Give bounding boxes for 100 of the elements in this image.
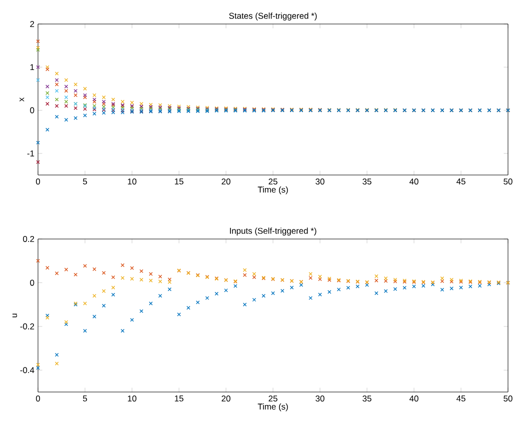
point bbox=[252, 298, 256, 302]
point bbox=[92, 267, 96, 272]
x-tick-label: 0 bbox=[36, 396, 40, 402]
point bbox=[36, 65, 40, 70]
x-tick-label: 15 bbox=[174, 178, 184, 184]
point bbox=[102, 289, 106, 293]
point bbox=[120, 263, 124, 268]
x-tick-label: 40 bbox=[409, 178, 418, 185]
point bbox=[177, 312, 181, 316]
point bbox=[92, 294, 96, 298]
x-tick-label: 25 bbox=[268, 178, 278, 185]
point bbox=[252, 275, 256, 280]
y-tick-label: 0 bbox=[30, 280, 34, 286]
x-tick-label: 45 bbox=[456, 178, 466, 184]
point bbox=[384, 276, 388, 280]
point bbox=[205, 296, 210, 300]
point bbox=[102, 110, 106, 115]
point bbox=[262, 294, 266, 298]
chart-title: States (Self-triggered *) bbox=[229, 12, 317, 20]
point bbox=[140, 278, 144, 282]
x-tick-label: 0 bbox=[36, 178, 40, 185]
point bbox=[36, 140, 40, 145]
point bbox=[374, 291, 378, 296]
point bbox=[64, 84, 68, 88]
point bbox=[422, 284, 426, 288]
y-axis-title: x bbox=[20, 97, 24, 102]
point bbox=[299, 283, 304, 287]
point bbox=[64, 104, 68, 108]
y-tick-label: -0.2 bbox=[20, 323, 34, 330]
point bbox=[64, 78, 68, 82]
point bbox=[74, 93, 78, 98]
point bbox=[158, 294, 162, 298]
point bbox=[111, 98, 116, 102]
x-tick-label: 35 bbox=[362, 178, 372, 185]
x-axis-title: Time (s) bbox=[258, 186, 288, 194]
point bbox=[140, 309, 144, 314]
point bbox=[242, 302, 247, 306]
point bbox=[168, 280, 172, 284]
point bbox=[271, 291, 275, 296]
point bbox=[64, 88, 68, 93]
point bbox=[46, 266, 50, 270]
point bbox=[74, 106, 78, 110]
point bbox=[83, 114, 87, 118]
point bbox=[224, 288, 228, 292]
point bbox=[130, 100, 134, 104]
point bbox=[54, 72, 59, 76]
point bbox=[130, 276, 134, 281]
point bbox=[148, 278, 153, 282]
point bbox=[346, 286, 350, 290]
point bbox=[168, 287, 172, 292]
point bbox=[412, 284, 416, 288]
point bbox=[46, 91, 50, 95]
point bbox=[54, 88, 59, 93]
point bbox=[242, 268, 247, 272]
point bbox=[64, 320, 68, 324]
point bbox=[336, 288, 341, 292]
x-tick-label: 5 bbox=[82, 396, 88, 402]
point bbox=[54, 104, 59, 108]
point bbox=[459, 286, 463, 290]
x-tick-label: 5 bbox=[82, 178, 88, 184]
point bbox=[120, 100, 124, 104]
point bbox=[478, 284, 482, 288]
point bbox=[46, 128, 50, 132]
y-tick-label: -0.4 bbox=[20, 367, 34, 374]
point bbox=[64, 118, 68, 122]
point bbox=[318, 292, 322, 296]
point bbox=[83, 302, 87, 306]
point bbox=[74, 82, 78, 86]
point bbox=[290, 286, 294, 290]
x-tick-label: 25 bbox=[268, 396, 278, 402]
point bbox=[54, 352, 59, 357]
point bbox=[54, 78, 59, 82]
point bbox=[74, 88, 78, 93]
point bbox=[74, 116, 78, 120]
point bbox=[83, 328, 87, 333]
point bbox=[111, 292, 116, 297]
x-tick-label: 30 bbox=[316, 396, 324, 402]
y-tick-label: 2 bbox=[30, 21, 34, 27]
point bbox=[440, 276, 444, 280]
point bbox=[36, 160, 40, 164]
point bbox=[242, 273, 247, 277]
point bbox=[328, 290, 332, 294]
x-tick-label: 10 bbox=[128, 178, 136, 185]
x-tick-label: 20 bbox=[222, 396, 230, 402]
x-tick-label: 45 bbox=[456, 396, 466, 402]
point bbox=[46, 102, 50, 106]
point bbox=[74, 272, 78, 277]
point bbox=[36, 366, 40, 370]
point bbox=[148, 302, 153, 306]
point bbox=[252, 272, 256, 276]
point bbox=[468, 284, 472, 288]
point bbox=[102, 270, 106, 275]
point bbox=[92, 93, 96, 98]
point bbox=[64, 95, 68, 100]
x-axis-title: Time (s) bbox=[258, 403, 288, 412]
point bbox=[384, 289, 388, 293]
point bbox=[46, 316, 50, 320]
x-tick-label: 15 bbox=[174, 396, 184, 402]
x-tick-label: 35 bbox=[362, 396, 372, 402]
point bbox=[356, 284, 360, 288]
